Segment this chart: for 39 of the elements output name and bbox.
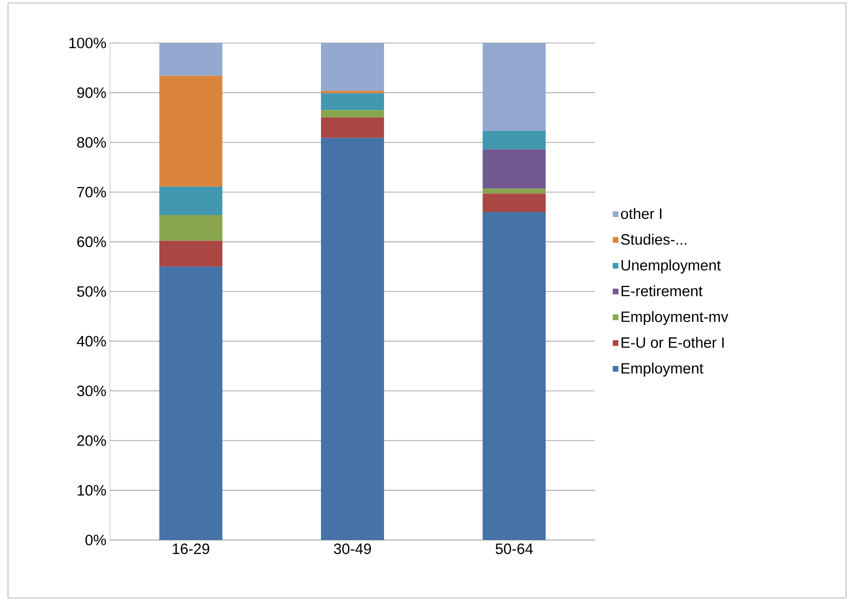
bar bbox=[159, 214, 222, 241]
y-tick-label: 40% bbox=[76, 336, 106, 346]
legend-label: other I bbox=[621, 208, 662, 219]
bar bbox=[159, 240, 222, 267]
bar bbox=[320, 118, 384, 138]
legend-label: Employment-mv bbox=[622, 311, 728, 326]
bar bbox=[482, 194, 546, 212]
bar bbox=[159, 266, 222, 540]
y-tick-label: 100% bbox=[69, 38, 106, 48]
y-tick-label: 30% bbox=[77, 386, 106, 396]
legend-label: Employment bbox=[622, 362, 704, 377]
legend-label: Studies-... bbox=[621, 234, 686, 245]
bar bbox=[320, 138, 384, 540]
y-tick-label: 70% bbox=[77, 186, 106, 198]
bar bbox=[320, 110, 384, 118]
bar bbox=[482, 212, 546, 540]
legend-label: E-retirement bbox=[622, 285, 703, 296]
bar bbox=[482, 149, 546, 189]
y-tick-label: 10% bbox=[78, 485, 106, 496]
bar bbox=[159, 186, 222, 215]
legend-label: E-U or E-other I bbox=[622, 336, 724, 348]
bar bbox=[482, 130, 546, 150]
bar bbox=[320, 93, 384, 110]
bar bbox=[320, 90, 384, 94]
bar bbox=[159, 76, 222, 187]
y-tick-label: 20% bbox=[77, 435, 106, 446]
bar bbox=[159, 42, 222, 76]
x-tick-label: 50-64 bbox=[496, 544, 533, 554]
y-tick-label: 50% bbox=[77, 286, 106, 297]
legend-label: Unemployment bbox=[622, 260, 721, 274]
bar bbox=[482, 188, 546, 194]
x-tick-label: 16-29 bbox=[172, 544, 210, 554]
y-tick-label: 90% bbox=[77, 87, 106, 98]
y-tick-label: 0% bbox=[85, 534, 106, 546]
bar bbox=[320, 42, 384, 91]
bar bbox=[482, 42, 546, 131]
y-tick-label: 60% bbox=[77, 236, 106, 248]
x-tick-label: 30-49 bbox=[334, 544, 371, 554]
y-tick-label: 80% bbox=[77, 137, 106, 148]
